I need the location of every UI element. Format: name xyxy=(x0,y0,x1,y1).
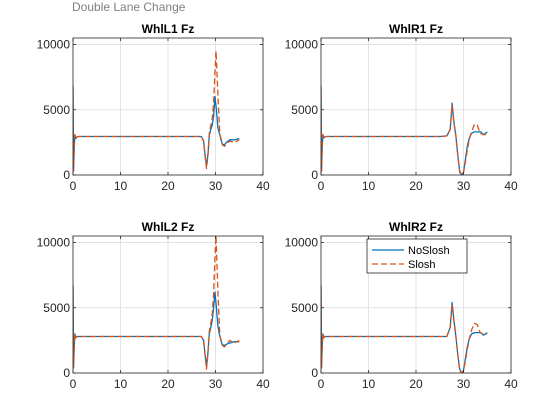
series-line-slosh xyxy=(73,50,240,172)
y-tick-label: 10000 xyxy=(37,38,71,52)
subplot-title: WhlL1 Fz xyxy=(142,22,195,36)
y-tick-label: 10000 xyxy=(37,236,71,250)
y-tick-label: 5000 xyxy=(43,301,70,315)
legend: NoSlosh Slosh xyxy=(366,238,468,274)
subplot-title: WhlR1 Fz xyxy=(389,22,443,36)
y-tick-label: 5000 xyxy=(43,103,70,117)
figure-suptitle: Double Lane Change xyxy=(72,0,186,14)
x-tick-label: 10 xyxy=(362,377,376,391)
legend-label-noslosh: NoSlosh xyxy=(408,245,450,257)
y-tick-label: 0 xyxy=(63,168,70,182)
x-tick-label: 40 xyxy=(504,377,518,391)
legend-label-slosh: Slosh xyxy=(408,259,436,271)
x-tick-label: 40 xyxy=(256,179,270,193)
series-line-slosh xyxy=(73,236,240,370)
series-line-slosh xyxy=(321,285,488,373)
legend-box xyxy=(366,238,468,274)
x-tick-label: 10 xyxy=(114,179,128,193)
subplot-2: 0 10 20 30 40 0 5000 10000 WhlR1 Fz xyxy=(285,22,518,193)
x-tick-label: 20 xyxy=(409,377,423,391)
y-tick-label: 5000 xyxy=(291,103,318,117)
y-tick-label: 5000 xyxy=(291,301,318,315)
x-tick-label: 30 xyxy=(209,377,223,391)
x-tick-label: 20 xyxy=(161,377,175,391)
x-tick-label: 20 xyxy=(161,179,175,193)
x-tick-label: 30 xyxy=(457,377,471,391)
y-tick-label: 0 xyxy=(311,366,318,380)
subplot-4: 0 10 20 30 40 0 5000 10000 WhlR2 Fz NoSlosh Slosh xyxy=(285,220,518,391)
y-tick-label: 10000 xyxy=(285,38,319,52)
x-tick-label: 30 xyxy=(457,179,471,193)
subplot-title: WhlL2 Fz xyxy=(142,220,195,234)
x-tick-label: 10 xyxy=(362,179,376,193)
y-tick-label: 0 xyxy=(63,366,70,380)
subplot-1: 0 10 20 30 40 0 5000 10000 WhlL1 Fz xyxy=(37,22,270,193)
series-line-slosh xyxy=(321,86,488,175)
x-tick-label: 0 xyxy=(318,179,325,193)
subplot-3: 0 10 20 30 40 0 5000 10000 WhlL2 Fz xyxy=(37,220,270,391)
x-tick-label: 10 xyxy=(114,377,128,391)
y-tick-label: 0 xyxy=(311,168,318,182)
subplot-title: WhlR2 Fz xyxy=(389,220,443,234)
x-tick-label: 0 xyxy=(70,179,77,193)
x-tick-label: 40 xyxy=(256,377,270,391)
x-tick-label: 20 xyxy=(409,179,423,193)
x-tick-label: 0 xyxy=(318,377,325,391)
x-tick-label: 30 xyxy=(209,179,223,193)
y-tick-label: 10000 xyxy=(285,236,319,250)
x-tick-label: 0 xyxy=(70,377,77,391)
x-tick-label: 40 xyxy=(504,179,518,193)
